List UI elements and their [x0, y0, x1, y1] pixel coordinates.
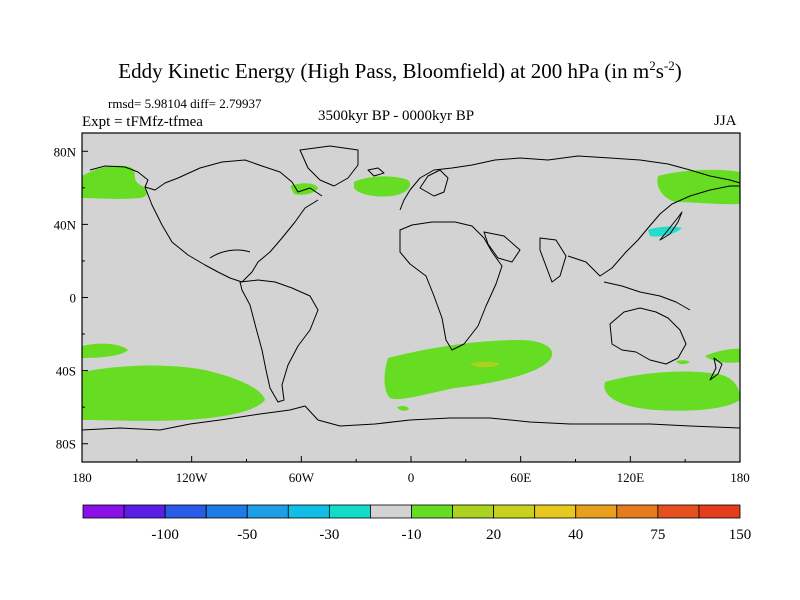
x-tick-label: 180 [730, 470, 750, 485]
colorbar-swatch [698, 504, 741, 519]
colorbar-label: -50 [237, 527, 257, 543]
colorbar-label: -100 [151, 527, 179, 543]
y-axis: 80N 40N 0 40S 80S [54, 144, 88, 452]
y-tick-label: 80S [56, 437, 76, 452]
title-main: Eddy Kinetic Energy (High Pass, Bloomfie… [118, 59, 650, 83]
positive-region-tasman [676, 360, 690, 365]
coastline-new-zealand [709, 357, 723, 381]
positive-region-south-pacific-west [82, 343, 128, 358]
positive-region-north-pacific-west [82, 165, 148, 199]
colorbar-label: 40 [568, 527, 583, 543]
title-exponent-1: 2 [649, 58, 656, 73]
coastline-south-america [239, 279, 319, 403]
coastline-maritime-southeast-asia [603, 281, 691, 311]
colorbar-swatch [205, 504, 248, 519]
positive-region-small-south [397, 405, 409, 411]
stats-line: rmsd= 5.98104 diff= 2.79937 [108, 96, 262, 111]
colorbar-swatch [411, 504, 453, 519]
positive-region-south-pacific-east [82, 365, 265, 421]
positive-region-south-indian [604, 371, 740, 411]
y-tick-label: 80N [54, 144, 77, 159]
colorbar-swatch [657, 504, 700, 519]
x-tick-label: 120E [617, 470, 645, 485]
coastline-japan [659, 211, 683, 241]
colorbar-swatch [246, 504, 289, 519]
colorbar-label: -10 [402, 527, 422, 543]
colorbar-swatch [370, 504, 412, 519]
period-line: 3500kyr BP - 0000kyr BP [318, 108, 475, 124]
colorbar-swatch [534, 504, 577, 519]
coastline-iceland [367, 167, 385, 177]
y-tick-label: 0 [70, 291, 77, 306]
colorbar-swatch [82, 504, 125, 519]
x-tick-label: 180 [72, 470, 92, 485]
colorbar-swatch [616, 504, 659, 519]
coastline-antarctica [81, 405, 741, 431]
coastline-arabia [483, 231, 521, 263]
plot-title: Eddy Kinetic Energy (High Pass, Bloomfie… [0, 58, 800, 84]
x-tick-label: 60W [289, 470, 315, 485]
coastline-africa [399, 221, 503, 351]
coastline-europe-asia [399, 155, 741, 211]
title-exponent-2: -2 [663, 58, 675, 73]
title-unit-s: s [655, 59, 664, 83]
title-close: ) [674, 59, 682, 83]
colorbar-label: 20 [486, 527, 501, 543]
colorbar-label: 75 [650, 527, 665, 543]
coastline-gulf-of-mexico [209, 249, 251, 259]
experiment-line: Expt = tFMfz-tfmea [82, 114, 203, 130]
colorbar: -100 -50 -30 -10 20 40 75 150 [82, 504, 752, 543]
x-axis: 180 120W 60W 0 60E 120E 180 [72, 456, 750, 485]
positive-region-north-atlantic [354, 176, 411, 197]
x-tick-label: 60E [510, 470, 531, 485]
colorbar-label: -30 [319, 527, 339, 543]
colorbar-swatch [452, 504, 495, 519]
colorbar-swatch [164, 504, 207, 519]
positive-region-labrador [290, 183, 318, 195]
coastline-alaska-canada [89, 159, 323, 197]
season-label: JJA [714, 113, 737, 129]
coastline-greenland [299, 145, 359, 187]
positive-region-north-pacific-east [657, 169, 740, 205]
colorbar-swatch [328, 504, 371, 519]
y-tick-label: 40N [54, 217, 77, 232]
colorbar-swatch [287, 504, 330, 519]
coastline-east-asia [567, 185, 740, 277]
colorbar-swatch [123, 504, 166, 519]
coastlines [81, 145, 741, 431]
colorbar-swatch [493, 504, 536, 519]
x-tick-label: 120W [176, 470, 209, 485]
colorbar-swatch [575, 504, 618, 519]
coastline-india [539, 237, 567, 283]
coastline-north-america [144, 186, 319, 283]
positive-region-south-atlantic [384, 340, 553, 400]
x-tick-label: 0 [408, 470, 415, 485]
y-tick-label: 40S [56, 364, 76, 379]
coastline-scandinavia [419, 169, 449, 197]
map-frame [81, 132, 741, 463]
colorbar-label: 150 [729, 527, 752, 543]
anomaly-regions [82, 165, 740, 421]
coastline-australia [609, 307, 687, 365]
strong-positive-region-south-atlantic [470, 361, 500, 368]
